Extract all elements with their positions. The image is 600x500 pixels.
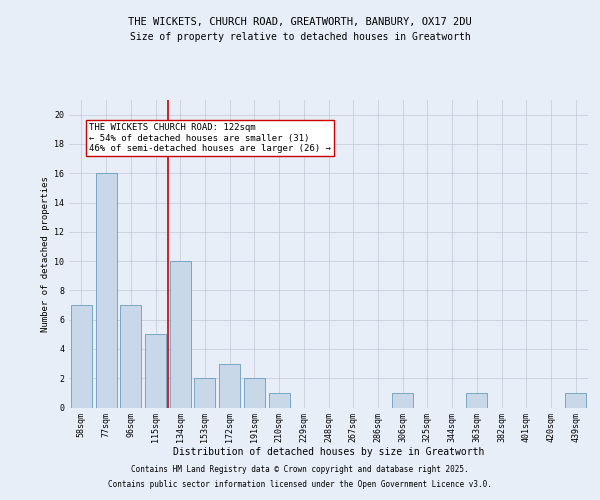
Bar bbox=[219, 364, 240, 408]
Text: THE WICKETS, CHURCH ROAD, GREATWORTH, BANBURY, OX17 2DU: THE WICKETS, CHURCH ROAD, GREATWORTH, BA… bbox=[128, 18, 472, 28]
Bar bbox=[565, 393, 586, 407]
Bar bbox=[71, 305, 92, 408]
Bar bbox=[466, 393, 487, 407]
Bar bbox=[120, 305, 141, 408]
Text: THE WICKETS CHURCH ROAD: 122sqm
← 54% of detached houses are smaller (31)
46% of: THE WICKETS CHURCH ROAD: 122sqm ← 54% of… bbox=[89, 124, 331, 153]
X-axis label: Distribution of detached houses by size in Greatworth: Distribution of detached houses by size … bbox=[173, 446, 484, 456]
Bar bbox=[95, 173, 116, 408]
Bar bbox=[145, 334, 166, 407]
Text: Contains public sector information licensed under the Open Government Licence v3: Contains public sector information licen… bbox=[108, 480, 492, 489]
Text: Size of property relative to detached houses in Greatworth: Size of property relative to detached ho… bbox=[130, 32, 470, 42]
Text: Contains HM Land Registry data © Crown copyright and database right 2025.: Contains HM Land Registry data © Crown c… bbox=[131, 465, 469, 474]
Bar bbox=[269, 393, 290, 407]
Bar bbox=[170, 261, 191, 408]
Bar bbox=[244, 378, 265, 408]
Bar bbox=[194, 378, 215, 408]
Bar bbox=[392, 393, 413, 407]
Y-axis label: Number of detached properties: Number of detached properties bbox=[41, 176, 50, 332]
